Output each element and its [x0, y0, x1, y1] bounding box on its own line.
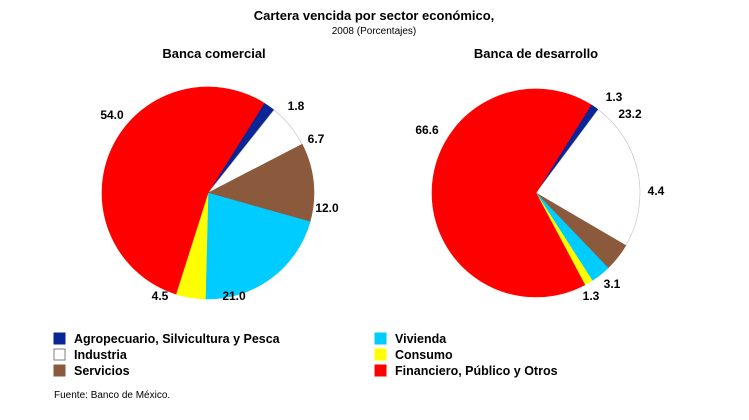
pie1-label-agropecuario: 1.3 [606, 90, 623, 104]
legend-label-agropecuario: Agropecuario, Silvicultura y Pesca [74, 332, 281, 346]
legend-label-vivienda: Vivienda [395, 332, 447, 346]
pie0-slice-vivienda [205, 192, 311, 300]
pie0-slice-servicios [207, 143, 315, 223]
legend-swatch-financiero [374, 364, 387, 377]
pie0-label-servicios: 12.0 [315, 201, 339, 215]
legend-swatch-consumo [374, 348, 387, 361]
legend-swatch-servicios [53, 364, 66, 377]
pie0-label-financiero: 54.0 [100, 108, 124, 122]
pie0-label-vivienda: 21.0 [222, 289, 246, 303]
legend-swatch-agropecuario [53, 332, 66, 345]
pie1-label-servicios: 4.4 [648, 184, 665, 198]
legend: Agropecuario, Silvicultura y Pesca Indust… [53, 332, 558, 378]
pie-banca-desarrollo: 1.3 23.2 4.4 3.1 1.3 66.6 [415, 88, 665, 303]
legend-label-industria: Industria [74, 348, 128, 362]
pie1-label-industria: 23.2 [618, 107, 642, 121]
legend-swatch-vivienda [374, 332, 387, 345]
pie0-label-agropecuario: 1.8 [288, 99, 305, 113]
chart-subtitle: 2008 (Porcentajes) [332, 26, 417, 37]
pie0-label-industria: 6.7 [308, 132, 325, 146]
pie1-label-financiero: 66.6 [415, 123, 439, 137]
pie1-slice-industria [535, 109, 641, 246]
pie1-label-consumo: 1.3 [583, 289, 600, 303]
pie-banca-comercial: 1.8 6.7 12.0 21.0 4.5 54.0 [100, 86, 339, 303]
pie0-label-consumo: 4.5 [152, 289, 169, 303]
pie1-slice-financiero [431, 88, 592, 298]
chart-title: Cartera vencida por sector económico, [254, 8, 495, 23]
pie0-slice-financiero [101, 86, 265, 295]
pie-title-banca-desarrollo: Banca de desarrollo [474, 46, 598, 61]
pie1-label-vivienda: 3.1 [604, 277, 621, 291]
pie-title-banca-comercial: Banca comercial [162, 46, 265, 61]
legend-label-servicios: Servicios [74, 364, 130, 378]
legend-swatch-industria [53, 348, 66, 361]
source-note: Fuente: Banco de México. [54, 390, 170, 401]
legend-label-consumo: Consumo [395, 348, 453, 362]
legend-label-financiero: Financiero, Público y Otros [395, 364, 558, 378]
